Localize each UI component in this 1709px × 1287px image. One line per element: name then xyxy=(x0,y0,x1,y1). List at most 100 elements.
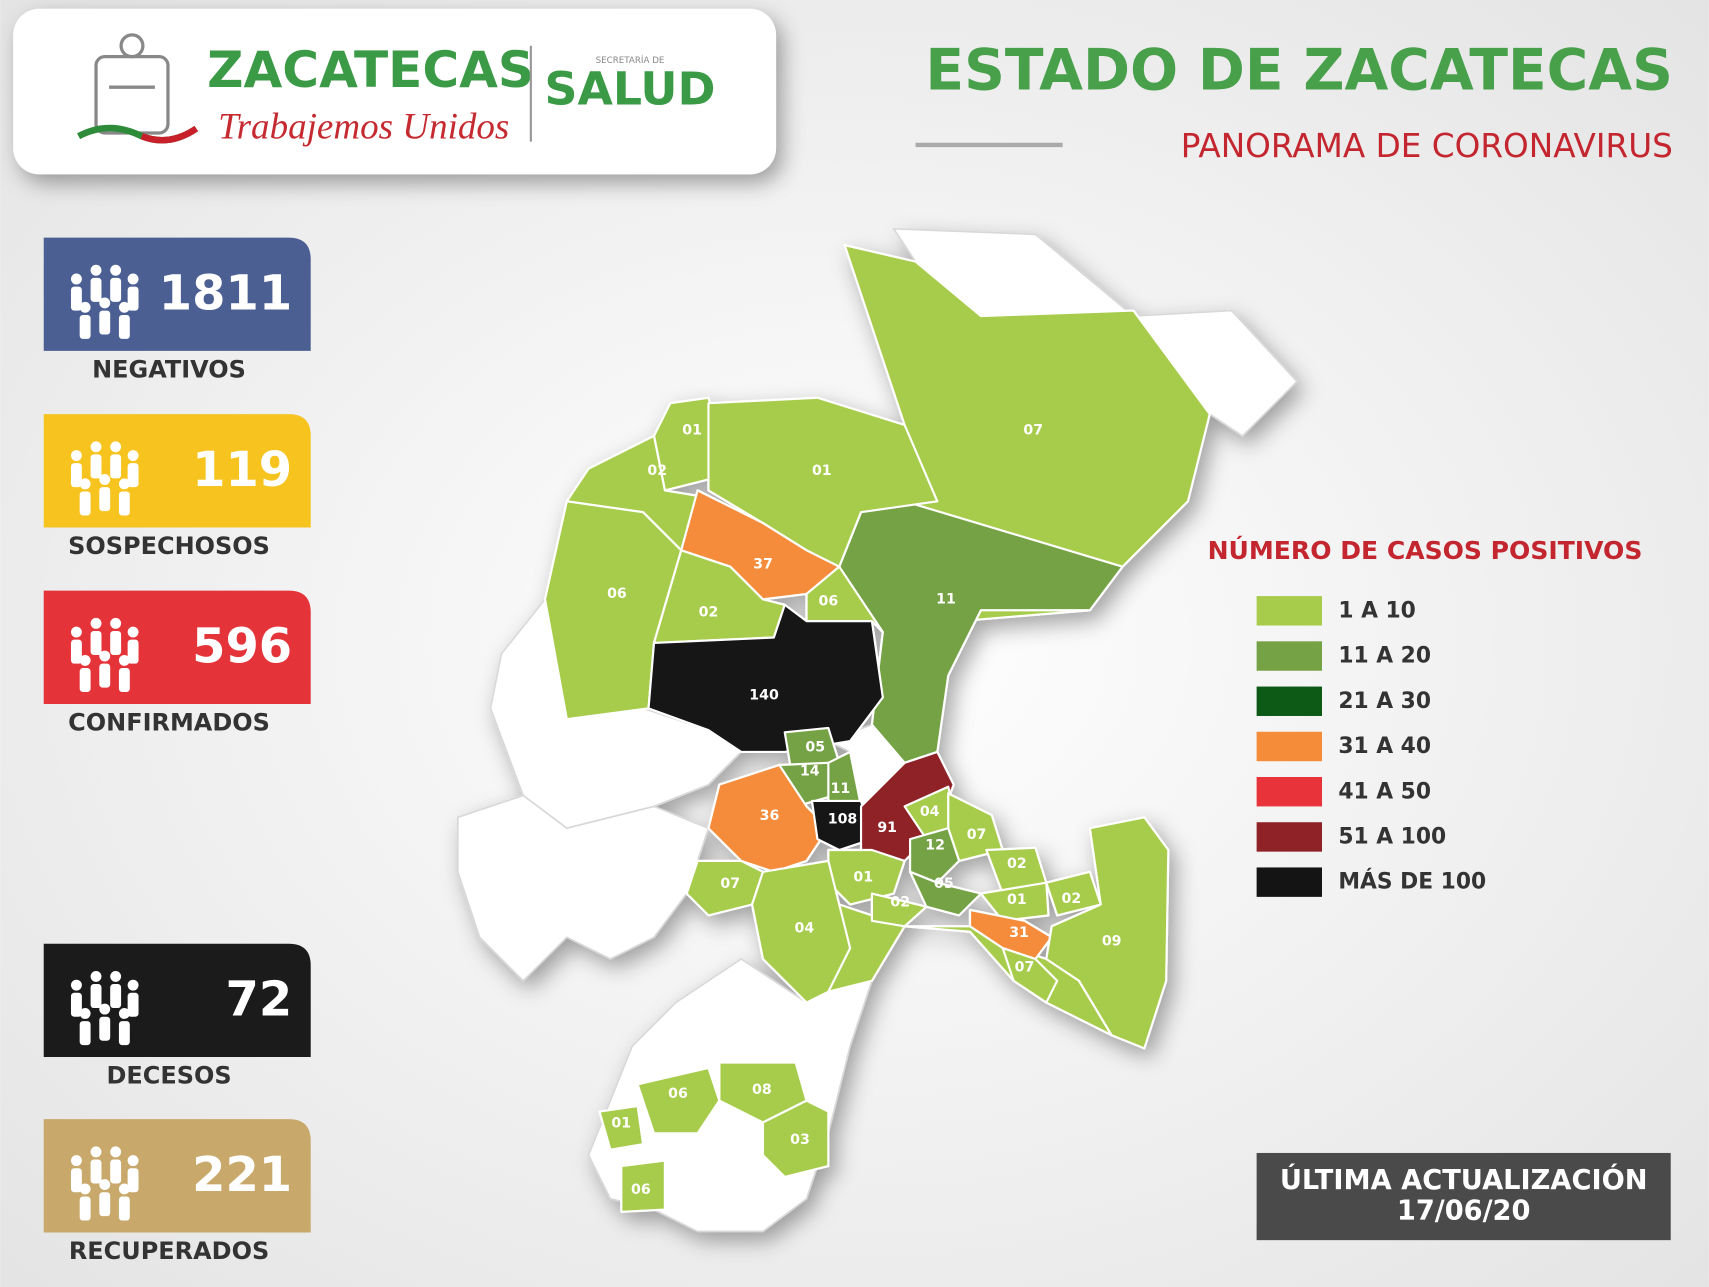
region xyxy=(620,1159,666,1213)
person-head xyxy=(110,970,122,982)
region-label: 03 xyxy=(790,1132,810,1148)
region xyxy=(1045,816,1170,1050)
stat-value: 119 xyxy=(192,443,292,498)
person-head xyxy=(79,478,91,490)
legend-swatch xyxy=(1256,776,1323,807)
region-label: 91 xyxy=(877,820,897,836)
region-label: 12 xyxy=(925,838,945,854)
region-label: 01 xyxy=(1007,892,1027,908)
person-body xyxy=(99,1192,111,1217)
update-date: 17/06/20 xyxy=(1397,1195,1531,1226)
person-body xyxy=(70,1168,82,1193)
person-head xyxy=(79,654,91,666)
secretaria: SECRETARÍA DE xyxy=(596,54,665,66)
stat-label: CONFIRMADOS xyxy=(68,709,270,737)
region xyxy=(810,799,874,852)
person-head xyxy=(110,264,122,276)
region xyxy=(761,1099,830,1179)
person-head xyxy=(79,1008,91,1019)
region-label: 05 xyxy=(934,876,954,892)
person-body xyxy=(79,1196,91,1221)
person-head xyxy=(118,654,130,666)
person-head xyxy=(90,1146,102,1158)
person-body xyxy=(70,463,82,488)
stat-label: DECESOS xyxy=(106,1062,231,1090)
region-label: 07 xyxy=(967,827,987,843)
legend-label: 21 A 30 xyxy=(1338,689,1431,714)
salud: SALUD xyxy=(545,63,716,116)
person-head xyxy=(110,1146,122,1158)
region-label: 09 xyxy=(1102,934,1122,950)
legend-swatch xyxy=(1256,686,1323,716)
legend-swatch xyxy=(1256,867,1323,897)
region-label: 01 xyxy=(812,463,832,479)
person-body xyxy=(99,310,111,335)
stat-value: 1811 xyxy=(159,266,292,321)
person-head xyxy=(127,1155,139,1167)
legend-swatch xyxy=(1256,822,1323,852)
person-body xyxy=(99,663,111,688)
region-label: 02 xyxy=(1062,891,1082,907)
legend-label: 31 A 40 xyxy=(1338,734,1431,759)
person-body xyxy=(127,639,139,664)
stat-label: RECUPERADOS xyxy=(69,1237,269,1265)
legend-label: 51 A 100 xyxy=(1338,824,1446,849)
person-head xyxy=(90,264,102,276)
stat-label: SOSPECHOSOS xyxy=(68,532,270,560)
person-head xyxy=(118,1008,130,1019)
region-label: 02 xyxy=(890,894,910,910)
person-body xyxy=(79,668,91,692)
person-body xyxy=(90,984,102,1009)
person-body xyxy=(70,992,82,1017)
region-label: 02 xyxy=(647,463,667,479)
region xyxy=(908,870,983,917)
region-label: 04 xyxy=(795,920,815,936)
region-label: 05 xyxy=(805,740,825,756)
person-body xyxy=(127,1168,139,1193)
region-label: 02 xyxy=(1007,856,1027,872)
stat-box xyxy=(43,237,311,351)
region-label: 11 xyxy=(936,591,956,607)
update-box xyxy=(1256,1152,1671,1241)
stat-label: NEGATIVOS xyxy=(92,356,246,384)
person-head xyxy=(127,979,139,991)
person-head xyxy=(90,617,102,629)
header-card xyxy=(13,8,777,175)
region-label: 06 xyxy=(818,594,838,610)
person-body xyxy=(70,286,82,311)
person-head xyxy=(118,301,130,313)
person-head xyxy=(127,273,139,285)
region-label: 37 xyxy=(753,556,773,572)
region-label: 36 xyxy=(760,808,780,824)
person-body xyxy=(79,314,91,339)
person-body xyxy=(127,463,139,488)
person-head xyxy=(99,1179,111,1191)
subtitle: PANORAMA DE CORONAVIRUS xyxy=(1181,127,1673,165)
region-label: 11 xyxy=(830,781,850,797)
brand: ZACATECAS xyxy=(207,40,534,99)
person-head xyxy=(90,970,102,982)
person-head xyxy=(70,450,82,461)
stat-box xyxy=(43,943,311,1058)
person-body xyxy=(79,1021,91,1046)
person-head xyxy=(79,301,91,313)
person-head xyxy=(70,626,82,638)
legend-swatch xyxy=(1256,641,1323,671)
region-label: 08 xyxy=(752,1082,772,1098)
person-head xyxy=(110,441,122,453)
region xyxy=(598,1105,645,1151)
update-label: ÚLTIMA ACTUALIZACIÓN xyxy=(1280,1164,1648,1196)
person-body xyxy=(90,1159,102,1184)
person-body xyxy=(90,630,102,655)
region xyxy=(750,859,852,1004)
region-label: 06 xyxy=(668,1086,688,1102)
stat-box xyxy=(43,1119,311,1233)
coat-of-arms xyxy=(77,33,199,144)
legend-label: 11 A 20 xyxy=(1338,644,1431,669)
people-icon xyxy=(70,264,139,339)
title: ESTADO DE ZACATECAS xyxy=(925,37,1673,103)
region xyxy=(805,565,884,634)
people-icon xyxy=(70,970,139,1046)
legend: 1 A 10 11 A 20 21 A 30 31 A 40 41 A 50 51 A 1… xyxy=(1256,596,1486,897)
